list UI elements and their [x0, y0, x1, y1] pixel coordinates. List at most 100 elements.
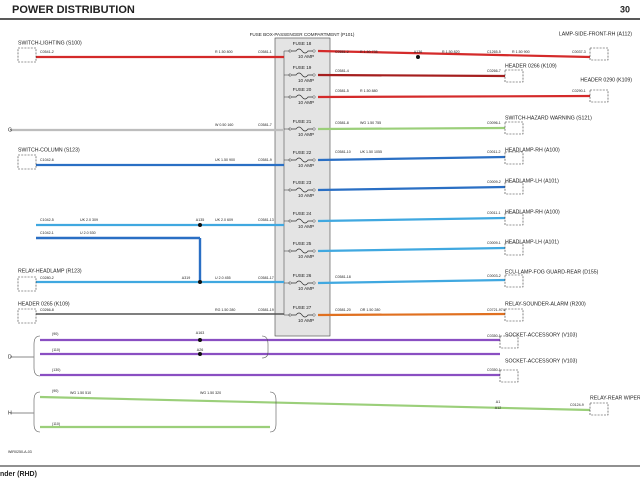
fuse-symbol — [290, 248, 314, 254]
fuse-terminal — [312, 73, 316, 77]
splice — [198, 338, 202, 342]
fuse-name: FUSE 26 — [293, 273, 312, 278]
wire-label: C0721-974 — [487, 308, 505, 312]
component-label: SOCKET-ACCESSORY (V103) — [505, 332, 577, 338]
component-label: HEADLAMP-RH (A100) — [505, 209, 560, 215]
wire — [317, 278, 506, 285]
fuse-symbol — [290, 312, 314, 318]
title: POWER DISTRIBUTION — [12, 4, 135, 16]
wire-label: C0581-8 — [335, 121, 349, 125]
wire-label: C1042-6 — [40, 158, 54, 162]
wire-label: UK 1.50 900 — [215, 158, 235, 162]
wire-label: C0581-19 — [258, 308, 274, 312]
component-label: HEADLAMP-LH (A101) — [505, 178, 559, 184]
wire-label: C0581-18 — [335, 275, 351, 279]
fuse-name: FUSE 18 — [293, 41, 312, 46]
component-label: LAMP-SIDE-FRONT-RH (A112) — [559, 31, 632, 37]
footer-caption: nder (RHD) — [0, 471, 37, 478]
component-label: HEADER 0290 (K109) — [580, 77, 632, 83]
fuse-box-label: FUSE BOX-PASSENGER COMPARTMENT (P101) — [250, 32, 355, 37]
wire-label: U 2.0 455 — [215, 276, 231, 280]
fuse-terminal — [312, 188, 316, 192]
wire-label: C0350-1 — [487, 334, 501, 338]
splice — [416, 55, 420, 59]
wire — [317, 94, 591, 99]
connector — [499, 335, 519, 349]
fuse-name: FUSE 21 — [293, 119, 312, 124]
fuse-rating: 10 AMP — [298, 163, 314, 168]
fuse-rating: 10 AMP — [298, 132, 314, 137]
fuse-terminal — [312, 281, 316, 285]
wire-label: C0009-1 — [487, 241, 501, 245]
wire — [317, 312, 506, 317]
component-label: RELAY-HEADLAMP (R123) — [18, 268, 82, 274]
group-label: (130) — [52, 368, 60, 372]
wire-label: R 1.50 900 — [512, 50, 530, 54]
group-label: (90) — [52, 389, 58, 393]
wire-label: C0581-13 — [258, 218, 274, 222]
page-number: 30 — [620, 4, 630, 14]
bundle — [33, 391, 277, 433]
wire-label: OR 1.50 280 — [360, 308, 380, 312]
component-label: HEADLAMP-LH (A101) — [505, 239, 559, 245]
wire-label: C0011-1 — [487, 211, 501, 215]
splice — [198, 223, 202, 227]
connector — [504, 212, 524, 226]
fuse-symbol — [290, 218, 314, 224]
ground-label: D — [8, 354, 12, 360]
ground-label: G — [8, 127, 12, 133]
connector — [504, 121, 524, 135]
connector — [504, 181, 524, 195]
wire-label: UK 2.0 309 — [80, 218, 98, 222]
wire-label: C0350-1 — [487, 368, 501, 372]
fuse-symbol — [290, 187, 314, 193]
fuse-symbol — [290, 126, 314, 132]
group-label: (90) — [52, 332, 58, 336]
fuse-name: FUSE 24 — [293, 211, 312, 216]
splice-label: A12 — [495, 406, 501, 410]
fuse-terminal — [312, 219, 316, 223]
fuse-terminal — [312, 95, 316, 99]
wire-label: WG 1.50 510 — [70, 391, 91, 395]
wire-label: C1042-5 — [40, 218, 54, 222]
splice-label: A135 — [196, 218, 204, 222]
group-label: (110) — [52, 348, 60, 352]
connector — [504, 274, 524, 288]
wire-label: UK 2.0 609 — [215, 218, 233, 222]
fuse-terminal — [312, 49, 316, 53]
wire-label: R 1.50 880 — [360, 89, 378, 93]
component-label: SWITCH-COLUMN (S123) — [18, 147, 80, 153]
wire-label: C0581-4 — [335, 69, 349, 73]
connector — [589, 89, 609, 103]
fuse-symbol — [290, 94, 314, 100]
wire — [317, 216, 506, 223]
wire-label: C0266-8 — [40, 308, 54, 312]
wire-label: C0096-1 — [487, 121, 501, 125]
wire — [317, 73, 506, 78]
wire-label: R 1.50 820 — [442, 50, 460, 54]
wire-label: WG 1.50 320 — [200, 391, 221, 395]
component-label: ECU-LAMP-FOG GUARD-REAR (D155) — [505, 269, 599, 275]
connector — [504, 242, 524, 256]
connector — [499, 369, 519, 383]
connector — [504, 69, 524, 83]
fuse-rating: 10 AMP — [298, 286, 314, 291]
splice-label: A1 — [496, 400, 500, 404]
wire-label: C0581-10 — [335, 150, 351, 154]
fuse-symbol — [290, 48, 314, 54]
wire-label: C0290-1 — [572, 89, 586, 93]
splice — [198, 280, 202, 284]
component-label: HEADER 0265 (K109) — [18, 301, 70, 307]
wire-label: C0280-2 — [40, 276, 54, 280]
wire-label: C0037-3 — [572, 50, 586, 54]
wire-label: W 0.50 160 — [215, 123, 233, 127]
wire-label: WIR0250-A-03 — [8, 450, 32, 454]
fuse-name: FUSE 22 — [293, 150, 312, 155]
fuse-terminal — [312, 313, 316, 317]
fuse-name: FUSE 23 — [293, 180, 312, 185]
fuse-name: FUSE 25 — [293, 241, 312, 246]
wire-label: R 1.50 735 — [360, 50, 378, 54]
fuse-rating: 10 AMP — [298, 78, 314, 83]
wire-label: UK 1.50 1055 — [360, 150, 382, 154]
